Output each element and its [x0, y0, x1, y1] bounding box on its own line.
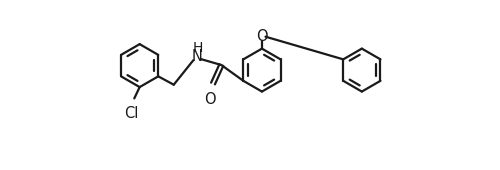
Text: O: O — [256, 29, 268, 44]
Text: N: N — [192, 49, 202, 64]
Text: Cl: Cl — [124, 106, 138, 122]
Text: O: O — [204, 92, 216, 107]
Text: H: H — [192, 41, 203, 55]
